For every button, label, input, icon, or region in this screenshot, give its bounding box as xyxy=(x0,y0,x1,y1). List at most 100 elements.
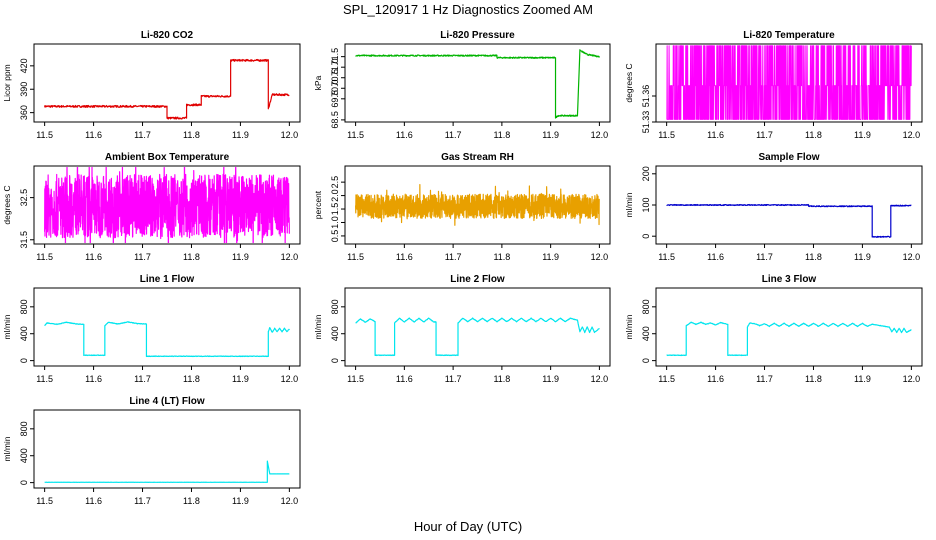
plot-frame xyxy=(33,165,301,245)
y-tick-label: 800 xyxy=(19,299,29,314)
x-tick-label: 11.9 xyxy=(854,130,871,140)
plot-frame xyxy=(655,287,923,367)
x-tick-label: 12.0 xyxy=(281,496,299,506)
panels-grid: Li-820 CO2 11.5 11.6 11.7 11.8 11.9 12.0 360 390… xyxy=(2,30,923,506)
panel-title: Line 1 Flow xyxy=(140,274,195,285)
x-tick-label: 11.9 xyxy=(232,496,249,506)
panel-title: Sample Flow xyxy=(758,152,819,163)
y-tick-label: 1.5 xyxy=(330,203,340,216)
x-tick-label: 11.9 xyxy=(854,374,871,384)
y-tick-label: 800 xyxy=(641,299,651,314)
series-line xyxy=(44,460,290,483)
y-tick-label: 69.5 xyxy=(330,90,340,108)
x-tick-label: 11.7 xyxy=(756,252,773,262)
x-tick-label: 11.8 xyxy=(805,374,822,384)
x-tick-label: 11.5 xyxy=(347,130,364,140)
x-tick-label: 12.0 xyxy=(903,130,921,140)
x-tick-label: 11.7 xyxy=(445,374,462,384)
y-axis-label: ml/min xyxy=(2,314,12,339)
plot-frame xyxy=(344,165,611,245)
y-tick-label: 100 xyxy=(641,197,651,212)
plot-frame xyxy=(33,43,301,123)
panel-1: Li-820 CO2 11.5 11.6 11.7 11.8 11.9 12.0 360 390… xyxy=(2,30,301,140)
figure-title: SPL_120917 1 Hz Diagnostics Zoomed AM xyxy=(343,2,593,17)
y-tick-label: 800 xyxy=(19,421,29,436)
y-tick-label: 0 xyxy=(641,358,651,363)
x-tick-label: 12.0 xyxy=(903,252,921,262)
x-tick-label: 11.9 xyxy=(542,374,559,384)
series-line xyxy=(44,58,290,120)
panel-title: Ambient Box Temperature xyxy=(105,152,230,163)
y-tick-label: 0 xyxy=(19,358,29,363)
x-tick-label: 11.7 xyxy=(756,374,773,384)
y-tick-label: 400 xyxy=(641,326,651,341)
x-tick-label: 11.5 xyxy=(36,496,53,506)
x-tick-label: 12.0 xyxy=(281,252,299,262)
y-tick-label: 360 xyxy=(19,105,29,120)
x-tick-label: 11.7 xyxy=(445,130,462,140)
x-tick-label: 11.9 xyxy=(232,252,249,262)
x-tick-label: 11.6 xyxy=(707,374,724,384)
x-tick-label: 11.8 xyxy=(493,252,510,262)
series-line xyxy=(666,321,912,357)
series-line xyxy=(666,45,912,120)
x-tick-label: 11.6 xyxy=(396,374,413,384)
x-tick-label: 11.7 xyxy=(134,496,151,506)
y-tick-label: 400 xyxy=(330,326,340,341)
x-tick-label: 11.9 xyxy=(542,252,559,262)
panel-6: Sample Flow 11.5 11.6 11.7 11.8 11.9 12.0 0 100 2… xyxy=(624,152,923,262)
x-tick-label: 11.7 xyxy=(756,130,773,140)
x-tick-label: 11.5 xyxy=(36,130,53,140)
panel-title: Line 2 Flow xyxy=(450,274,505,285)
y-tick-label: 70.5 xyxy=(330,69,340,87)
panel-title: Li-820 Pressure xyxy=(440,30,515,41)
panel-title: Line 4 (LT) Flow xyxy=(129,396,205,407)
series-line xyxy=(355,317,600,357)
panel-7: Line 1 Flow 11.5 11.6 11.7 11.8 11.9 12.0 0 400 8… xyxy=(2,274,301,384)
x-tick-label: 11.6 xyxy=(707,130,724,140)
panel-title: Li-820 CO2 xyxy=(141,30,194,41)
x-tick-label: 11.5 xyxy=(347,374,364,384)
x-tick-label: 11.5 xyxy=(347,252,364,262)
x-tick-label: 11.8 xyxy=(493,130,510,140)
y-tick-label: 70.0 xyxy=(330,80,340,98)
y-tick-label: 31.5 xyxy=(19,231,29,249)
x-tick-label: 11.6 xyxy=(85,130,102,140)
plot-frame xyxy=(655,43,923,123)
panel-4: Ambient Box Temperature 11.5 11.6 11.7 11.8 1… xyxy=(2,152,301,262)
series-line xyxy=(355,184,600,226)
series-line xyxy=(44,167,290,243)
x-tick-label: 11.7 xyxy=(445,252,462,262)
y-axis-label: degrees C xyxy=(624,63,634,102)
panel-5: Gas Stream RH 11.5 11.6 11.7 11.8 11.9 12.0 0.5… xyxy=(313,152,611,262)
x-tick-label: 11.5 xyxy=(658,130,675,140)
x-tick-label: 11.8 xyxy=(183,252,200,262)
x-tick-label: 11.9 xyxy=(854,252,871,262)
plot-frame xyxy=(344,287,611,367)
y-tick-label: 1.0 xyxy=(330,216,340,229)
plot-frame xyxy=(33,409,301,489)
x-tick-label: 11.6 xyxy=(707,252,724,262)
y-tick-label: 400 xyxy=(19,326,29,341)
x-tick-label: 11.7 xyxy=(134,374,151,384)
x-tick-label: 11.5 xyxy=(36,374,53,384)
x-tick-label: 11.8 xyxy=(493,374,510,384)
y-tick-label: 390 xyxy=(19,82,29,97)
panel-9: Line 3 Flow 11.5 11.6 11.7 11.8 11.9 12.0 0 400 8… xyxy=(624,274,923,384)
x-tick-label: 11.6 xyxy=(85,374,102,384)
x-tick-label: 12.0 xyxy=(281,374,299,384)
y-tick-label: 400 xyxy=(19,448,29,463)
y-axis-label: percent xyxy=(313,190,323,219)
x-tick-label: 12.0 xyxy=(903,374,921,384)
x-tick-label: 11.9 xyxy=(232,374,249,384)
y-tick-label: 51.36 xyxy=(641,85,651,108)
plot-frame xyxy=(344,43,611,123)
y-axis-label: ml/min xyxy=(313,314,323,339)
y-tick-label: 71.5 xyxy=(330,48,340,66)
x-tick-label: 11.8 xyxy=(805,252,822,262)
y-tick-label: 0 xyxy=(330,358,340,363)
figure-x-axis-label: Hour of Day (UTC) xyxy=(414,519,522,534)
x-tick-label: 11.6 xyxy=(85,252,102,262)
y-tick-label: 71.0 xyxy=(330,58,340,76)
